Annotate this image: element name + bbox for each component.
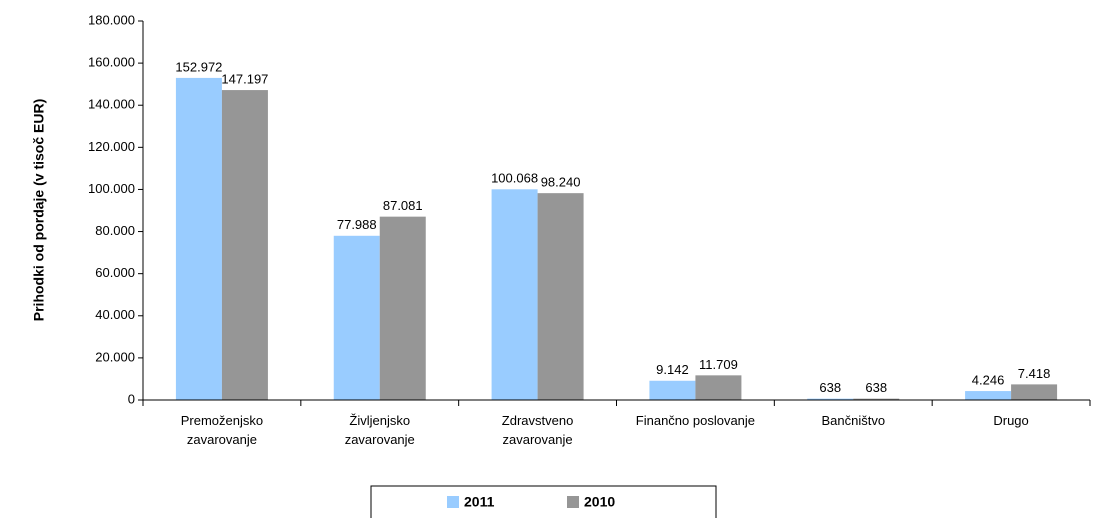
x-tick-label: Drugo [993,413,1028,428]
data-label: 7.418 [1018,366,1051,381]
y-tick-label: 160.000 [88,55,135,70]
legend-box [370,485,717,518]
y-tick-label: 60.000 [95,265,135,280]
data-label: 11.709 [699,357,738,372]
bar [649,380,696,400]
bar [807,398,854,400]
bar [695,375,742,400]
x-tick-label: Zdravstveno zavarovanje [502,413,574,447]
x-tick-label: Bančništvo [821,413,885,428]
data-label: 638 [819,380,841,395]
bar [965,391,1012,400]
y-tick-label: 180.000 [88,12,135,27]
data-label: 100.068 [491,171,538,186]
x-tick-label: Finančno poslovanje [636,413,755,428]
bar [537,193,584,400]
data-label: 638 [865,380,887,395]
data-label: 152.972 [175,59,222,74]
legend-swatch [567,496,579,508]
bar [379,216,426,400]
data-label: 98.240 [541,175,581,190]
y-axis-label: Prihodki od pordaje (v tisoč EUR) [31,99,47,321]
bar [853,398,900,400]
data-label: 77.988 [337,217,377,232]
y-tick-label: 20.000 [95,349,135,364]
data-label: 4.246 [972,372,1005,387]
legend-swatch [447,496,459,508]
x-tick-label: Premoženjsko zavarovanje [181,413,263,447]
y-tick-label: 120.000 [88,139,135,154]
data-label: 147.197 [221,72,268,87]
y-tick-label: 80.000 [95,223,135,238]
bar [333,235,380,400]
data-label: 87.081 [383,198,423,213]
y-tick-label: 100.000 [88,181,135,196]
y-tick-label: 40.000 [95,307,135,322]
legend-label: 2011 [464,494,495,510]
x-tick-label: Življenjsko zavarovanje [345,413,415,447]
legend-label: 2010 [584,494,615,510]
data-label: 9.142 [656,362,689,377]
y-tick-label: 0 [128,391,135,406]
bar [221,90,268,400]
bar [1011,384,1058,400]
y-tick-label: 140.000 [88,97,135,112]
bar [175,77,222,400]
bar [491,189,538,400]
